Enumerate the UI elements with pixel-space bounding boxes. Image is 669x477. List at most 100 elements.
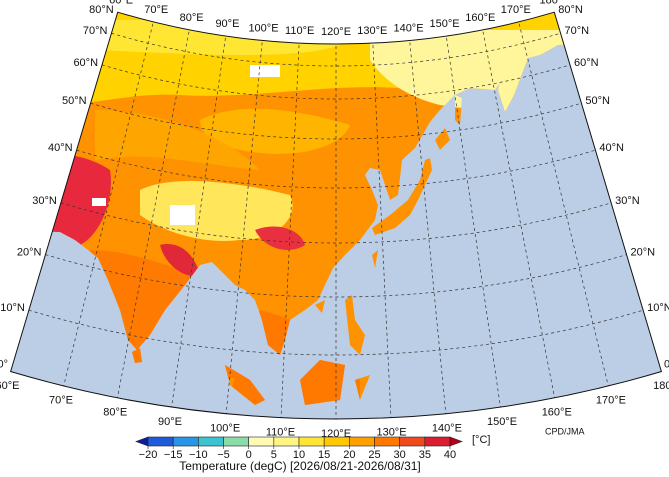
longitude-label: 80°E [103,407,127,419]
longitude-label: 140°E [432,423,462,435]
colorbar-tick-label: 0 [246,449,252,461]
longitude-label: 180° [653,380,669,392]
latitude-label: 40°N [48,142,73,154]
longitude-label: 90°E [158,416,182,428]
latitude-label: 0° [0,359,8,371]
meridian [277,12,303,419]
longitude-label: 170°E [501,4,531,16]
colorbar-tick-label: 15 [318,449,330,461]
colorbar-tick-label: 40 [444,449,456,461]
latitude-label: 50°N [62,95,87,107]
colorbar-segment [323,436,350,447]
temperature-field [160,244,200,276]
colorbar-segment [374,436,400,447]
colorbar-segment [248,436,275,447]
meridian [369,12,395,419]
latitude-label: 30°N [615,195,640,207]
latitude-label: 60°N [574,57,599,69]
latitude-label: 10°N [647,302,669,314]
meridian [48,12,169,419]
latitude-label: 30°N [32,195,57,207]
map-border [9,11,663,420]
longitude-label: 160°E [542,407,572,419]
missing-data [170,205,195,225]
parallel [28,309,644,356]
colorbar-segment [399,436,426,447]
colorbar-tick-label: −20 [139,449,158,461]
colorbar-segment [172,436,199,447]
longitude-label: 100°E [210,423,240,435]
missing-data [92,198,106,206]
latitude-label: 20°N [17,247,42,259]
meridian [436,12,510,419]
longitude-label: 70°E [49,395,73,407]
latitude-label: 70°N [83,25,108,37]
parallel [45,254,627,298]
colorbar-arrow [449,436,463,447]
longitude-label: 100°E [248,22,278,34]
colorbar-arrow [135,436,149,447]
colorbar-tick-label: 35 [419,449,431,461]
meridian [470,12,567,419]
colorbar-segment [298,436,325,447]
credit: CPD/JMA [545,426,585,436]
colorbar-segment [223,436,249,447]
meridian [403,12,453,419]
longitude-label: 130°E [376,427,406,439]
meridian [105,12,202,419]
longitude-label: 60°E [109,0,133,7]
colorbar-segment [273,436,300,447]
latitude-label: 10°N [0,302,25,314]
latitude-label: 50°N [585,95,610,107]
longitude-label: 140°E [393,22,423,34]
parallel [90,102,582,140]
colorbar-tick-label: −5 [217,449,230,461]
longitude-label: 110°E [266,427,295,439]
longitude-label: 80°E [180,12,204,24]
latitude-label: 40°N [599,142,624,154]
colorbar-tick-label: 25 [368,449,380,461]
parallel [60,202,612,244]
colorbar-segment [147,436,174,447]
longitude-label: 170°E [596,395,626,407]
graticule [28,12,644,419]
colorbar-tick-label: 5 [271,449,277,461]
meridian [503,12,624,419]
colorbar-tick-label: 10 [293,449,305,461]
colorbar-tick-label: −10 [189,449,208,461]
temperature-field [140,180,293,241]
latitude-label: 80°N [558,4,583,16]
colorbar-tick-label: 30 [394,449,406,461]
colorbar-segment [424,436,451,447]
longitude-label: 180° [539,0,562,7]
colorbar-segment [349,436,375,447]
latitude-label: 60°N [73,57,98,69]
latitude-label: 80°N [89,4,114,16]
missing-data [250,65,280,77]
colorbar-unit: [°C] [472,434,490,446]
parallel [111,32,561,67]
longitude-label: 90°E [215,18,239,30]
colorbar-segment [198,436,224,447]
longitude-label: 60°E [0,380,19,392]
colorbar-tick-label: 20 [343,449,355,461]
latitude-label: 0° [664,359,669,371]
meridian [219,12,269,419]
temperature-field [200,108,350,154]
longitude-label: 150°E [430,18,460,30]
latitude-label: 20°N [631,247,656,259]
colorbar-tick-label: −15 [164,449,183,461]
colorbar-title: Temperature (degC) [2026/08/21-2026/08/3… [179,459,421,473]
temperature-field [95,110,260,170]
temperature-field [255,226,305,250]
meridian [162,12,236,419]
longitude-label: 160°E [465,12,495,24]
longitude-label: 70°E [144,4,168,16]
latitude-label: 70°N [565,25,590,37]
longitude-label: 130°E [357,25,387,37]
longitude-label: 150°E [487,416,517,428]
longitude-label: 120°E [321,26,351,38]
longitude-label: 110°E [285,25,314,37]
